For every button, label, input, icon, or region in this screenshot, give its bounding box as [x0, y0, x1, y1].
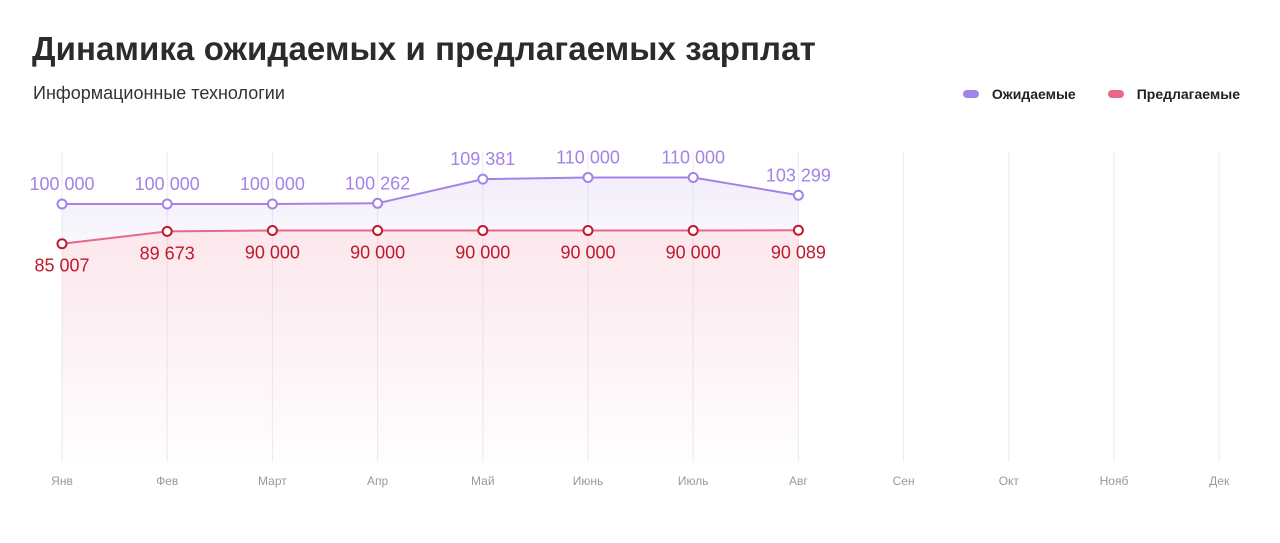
expected-data-label: 100 000	[29, 174, 94, 194]
offered-line	[61, 229, 799, 245]
chart-title: Динамика ожидаемых и предлагаемых зарпла…	[32, 30, 816, 67]
legend-label-offered: Предлагаемые	[1136, 86, 1240, 102]
legend-label-expected: Ожидаемые	[991, 86, 1076, 102]
legend-item-offered[interactable]: Предлагаемые	[1107, 86, 1240, 102]
x-tick-label: Фев	[156, 474, 178, 488]
expected-point	[477, 173, 489, 185]
x-tick-label: Окт	[999, 474, 1020, 488]
x-tick-label: Сен	[893, 474, 915, 488]
offered-point	[161, 225, 173, 237]
offered-data-label: 90 000	[245, 243, 300, 263]
expected-data-label: 103 299	[766, 165, 831, 185]
expected-point	[687, 172, 699, 183]
offered-point	[372, 225, 384, 236]
x-tick-label: Апр	[367, 474, 389, 488]
expected-point	[161, 198, 173, 210]
x-tick-label: Янв	[51, 474, 73, 488]
expected-area	[62, 177, 799, 244]
expected-line	[62, 176, 799, 205]
x-tick-label: Июль	[678, 474, 709, 488]
expected-point	[792, 189, 804, 201]
expected-point	[582, 172, 594, 183]
offered-data-label: 90 000	[455, 243, 510, 263]
expected-point	[266, 198, 278, 210]
expected-point	[372, 197, 384, 209]
offered-point	[687, 225, 699, 236]
x-tick-label: Март	[258, 474, 287, 488]
x-tick-label: Июнь	[573, 474, 604, 488]
expected-data-label: 109 381	[450, 149, 515, 169]
expected-data-label: 110 000	[556, 148, 620, 168]
chart-subtitle: Информационные технологии	[33, 83, 285, 103]
offered-data-label: 89 673	[140, 243, 195, 263]
offered-point	[266, 225, 278, 236]
expected-data-label: 100 000	[240, 174, 305, 194]
expected-data-label: 100 262	[345, 173, 410, 193]
offered-point	[477, 225, 489, 236]
x-tick-label: Дек	[1209, 474, 1230, 488]
offered-data-label: 85 007	[34, 256, 89, 276]
offered-point	[582, 225, 594, 236]
legend: Ожидаемые Предлагаемые	[962, 86, 1240, 102]
offered-data-label: 90 000	[350, 243, 405, 263]
expected-data-label: 100 000	[135, 174, 200, 194]
legend-swatch-expected	[962, 90, 979, 98]
offered-data-label: 90 000	[666, 243, 721, 263]
expected-point	[56, 198, 68, 210]
legend-item-expected[interactable]: Ожидаемые	[962, 86, 1076, 102]
x-tick-label: Нояб	[1100, 474, 1129, 488]
x-tick-label: Авг	[789, 474, 808, 488]
offered-data-label: 90 000	[560, 243, 615, 263]
offered-data-label: 90 089	[771, 242, 826, 262]
x-tick-label: Май	[471, 474, 495, 488]
offered-point	[792, 224, 804, 236]
offered-point	[56, 238, 68, 250]
offered-area	[62, 230, 799, 462]
expected-data-label: 110 000	[661, 148, 725, 168]
legend-swatch-offered	[1107, 90, 1124, 98]
